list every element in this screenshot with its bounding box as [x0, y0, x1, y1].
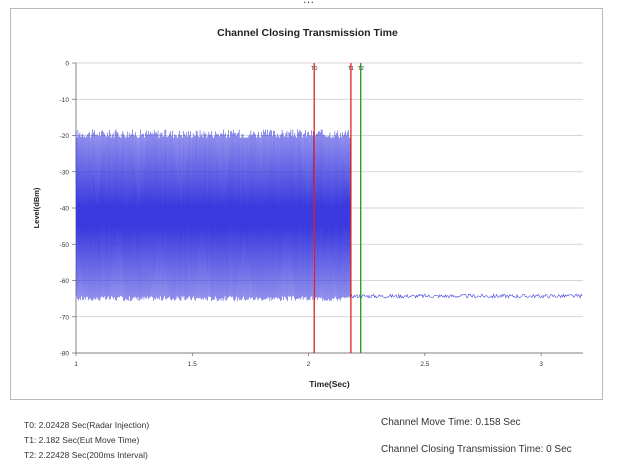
- chart-panel: Channel Closing Transmission Time 0 -10 -2…: [10, 8, 603, 400]
- top-caption: …: [0, 0, 617, 6]
- results-footer: T0: 2.02428 Sec(Radar Injection) T1: 2.1…: [10, 402, 603, 463]
- y-tick-label: -60: [60, 278, 70, 285]
- channel-closing-transmission-time: Channel Closing Transmission Time: 0 Sec: [381, 444, 572, 455]
- y-tick-label: -40: [60, 206, 70, 213]
- channel-move-time: Channel Move Time: 0.158 Sec: [381, 417, 521, 428]
- x-tick-label: 2: [307, 361, 311, 368]
- chart-plot: 0 -10 -20 -30 -40 -50 -60 -70 -80 1 1.5 2 2.5 3 Time(S…: [32, 61, 583, 389]
- series-line: [350, 293, 583, 299]
- x-tick-label: 3: [539, 361, 543, 368]
- t1-info: T1: 2.182 Sec(Eut Move Time): [24, 435, 140, 445]
- x-axis-title: Time(Sec): [309, 379, 350, 389]
- marker-label-t0: T0: [311, 66, 317, 72]
- x-tick-label: 1.5: [188, 361, 197, 368]
- marker-label-t1: T1: [348, 66, 354, 72]
- chart-title: Channel Closing Transmission Time: [217, 27, 398, 39]
- marker-label-t2: T2: [358, 66, 364, 72]
- y-tick-label: -80: [60, 351, 70, 358]
- series-line: [75, 129, 351, 302]
- t0-info: T0: 2.02428 Sec(Radar Injection): [24, 420, 150, 430]
- y-axis-title: Level(dBm): [32, 187, 41, 228]
- y-tick-label: 0: [65, 61, 69, 68]
- t2-info: T2: 2.22428 Sec(200ms Interval): [24, 450, 148, 460]
- y-tick-label: -10: [60, 97, 70, 104]
- x-tick-label: 1: [74, 361, 78, 368]
- y-tick-label: -70: [60, 314, 70, 321]
- x-tick-label: 2.5: [420, 361, 429, 368]
- y-tick-label: -50: [60, 242, 70, 249]
- y-tick-label: -20: [60, 133, 70, 140]
- y-tick-label: -30: [60, 169, 70, 176]
